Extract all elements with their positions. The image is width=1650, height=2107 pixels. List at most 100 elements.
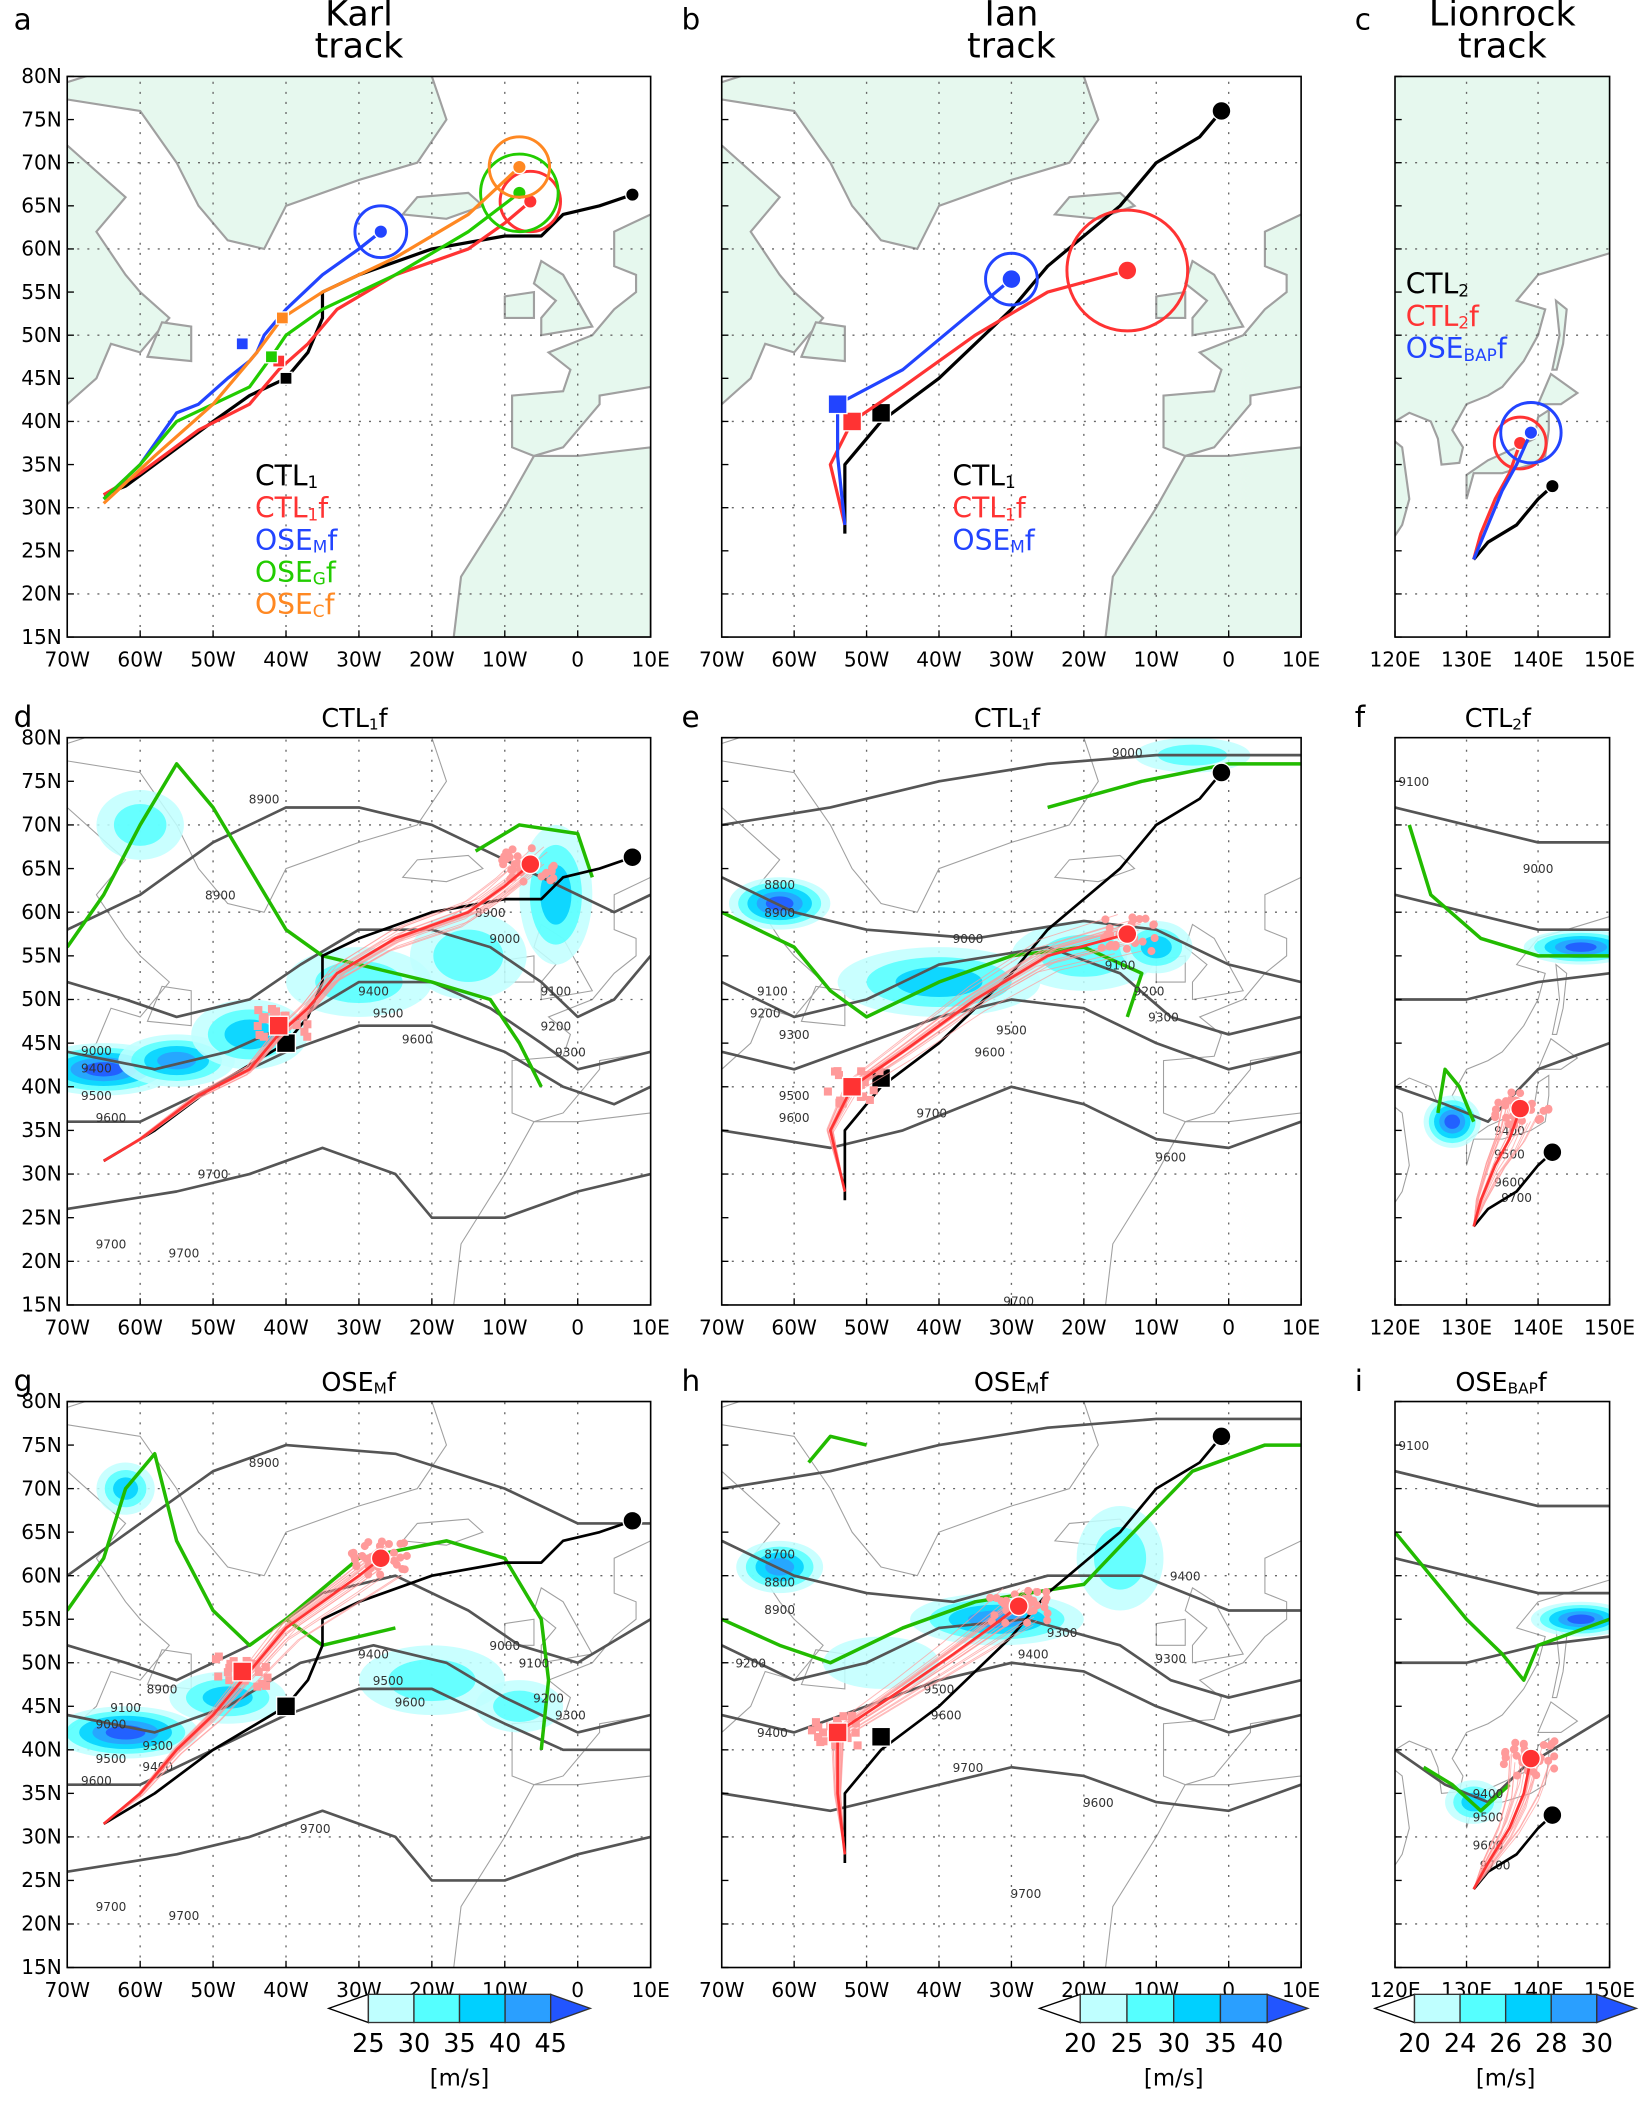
- lon-tick-label: 0: [1222, 648, 1235, 672]
- lat-tick-label: 25N: [21, 1868, 62, 1892]
- ensemble-final-marker: [400, 1565, 409, 1574]
- ensemble-initial-marker: [259, 1032, 268, 1041]
- panel-subtitle: CTL1f: [974, 704, 1041, 734]
- final-position-marker: [1510, 1098, 1531, 1119]
- panel-subtitle: OSEMf: [321, 1368, 396, 1398]
- contour-label: 9300: [555, 1046, 586, 1060]
- coastline: [1537, 1701, 1579, 1733]
- ensemble-final-marker: [1042, 1587, 1051, 1597]
- final-position-marker: [1117, 260, 1138, 281]
- lon-tick-label: 0: [1222, 1315, 1235, 1339]
- contour-label: 9100: [110, 1701, 141, 1715]
- track-line: [103, 193, 633, 497]
- height-contour: [67, 1644, 651, 1734]
- ensemble-initial-marker: [814, 1723, 823, 1732]
- label-subscript: C: [313, 601, 325, 621]
- label-main: OSE: [255, 588, 313, 621]
- ensemble-initial-marker: [823, 1087, 832, 1096]
- label-suffix: f: [1031, 704, 1041, 734]
- label-suffix: f: [1538, 1368, 1548, 1398]
- ensemble-final-marker: [1023, 1618, 1032, 1627]
- contour-label: 9600: [931, 1709, 962, 1723]
- lon-tick-label: 150E: [1584, 648, 1635, 672]
- lat-tick-label: 35N: [21, 1781, 62, 1805]
- pv-contour: [721, 910, 1144, 1019]
- legend-entry: CTL2: [1406, 268, 1469, 301]
- coastline: [1465, 408, 1550, 500]
- colorbar-tick-label: 25: [352, 2029, 384, 2059]
- lon-tick-label: 60W: [117, 1315, 163, 1339]
- ensemble-member-track: [832, 1622, 1005, 1855]
- lat-tick-label: 80N: [21, 725, 62, 749]
- contour-label: 9600: [1155, 1150, 1186, 1164]
- panel-title: track: [967, 27, 1057, 67]
- lon-tick-label: 40W: [916, 648, 962, 672]
- ensemble-final-marker: [1135, 914, 1144, 924]
- lon-tick-label: 60W: [771, 1315, 817, 1339]
- ensemble-initial-marker: [869, 1086, 878, 1095]
- legend-entry: CTL1: [255, 460, 318, 493]
- ensemble-initial-marker: [254, 1006, 263, 1015]
- coastline: [1104, 446, 1302, 638]
- contour-label: 9200: [1134, 984, 1165, 998]
- ensemble-final-marker: [1024, 1586, 1033, 1595]
- final-position-marker: [1542, 1142, 1563, 1163]
- height-contour: [67, 1024, 651, 1124]
- coastline: [453, 1775, 651, 1968]
- final-position-marker: [1523, 425, 1539, 441]
- final-position-marker: [1211, 1426, 1232, 1447]
- colorbar-bin: [1413, 1993, 1461, 2024]
- panel-letter: f: [1355, 700, 1366, 734]
- map-area: [1395, 76, 1610, 638]
- final-position-marker: [520, 854, 541, 875]
- coastline: [721, 1401, 1099, 1577]
- ensemble-final-marker: [986, 1593, 995, 1602]
- ensemble-member-track: [103, 848, 532, 1162]
- lon-tick-label: 70W: [44, 648, 90, 672]
- colorbar-unit: [m/s]: [1476, 2066, 1536, 2092]
- contour-label: 9100: [1105, 958, 1136, 972]
- colorbar-high-arrow: [549, 1993, 593, 2024]
- label-main: OSE: [1455, 1368, 1507, 1398]
- map-area: 8900 8900 9000 9100 9200 9300 9400 9500 9600 9700…: [67, 1401, 651, 1968]
- final-position-marker: [1001, 269, 1022, 290]
- contour-label: 9700: [96, 1238, 127, 1252]
- lon-tick-label: 30W: [989, 648, 1035, 672]
- pv-contour: [1407, 824, 1610, 958]
- coastline: [533, 1587, 594, 1664]
- colorbar-tick-label: 28: [1535, 2029, 1567, 2059]
- label-suffix: f: [1469, 300, 1480, 333]
- contour-label: 9700: [198, 1168, 229, 1182]
- wind-speed-shading: [823, 1636, 940, 1689]
- ensemble-final-marker: [1501, 1101, 1510, 1110]
- colorbar-bin: [504, 1993, 552, 2024]
- position-error-circle: [1499, 400, 1563, 465]
- ensemble-initial-marker: [832, 1716, 842, 1725]
- panel-letter: c: [1355, 3, 1371, 37]
- coastline: [452, 446, 651, 638]
- ensemble-final-marker: [1097, 943, 1106, 952]
- contour-label: 9400: [358, 1648, 389, 1662]
- coastline: [532, 259, 594, 337]
- ensemble-final-marker: [1536, 1114, 1545, 1123]
- contour-label: 9100: [540, 984, 571, 998]
- ensemble-initial-marker: [292, 1021, 301, 1030]
- pv-contour: [1395, 1531, 1610, 1682]
- position-error-circle: [353, 204, 409, 260]
- wind-speed-shading: [765, 896, 794, 911]
- contour-label: 9200: [540, 1019, 571, 1033]
- lat-tick-label: 65N: [21, 1520, 62, 1544]
- final-position-marker: [625, 187, 640, 202]
- label-main: OSE: [1406, 332, 1464, 365]
- label-suffix: f: [326, 556, 337, 589]
- lon-tick-label: 70W: [44, 1978, 90, 2002]
- contour-label: 8700: [764, 1548, 795, 1562]
- coastline: [67, 1401, 448, 1577]
- lon-tick-label: 60W: [117, 1978, 163, 2002]
- ensemble-final-marker: [389, 1548, 398, 1557]
- lat-tick-label: 15N: [21, 1293, 62, 1317]
- panel-frame: [720, 736, 1302, 1306]
- lat-tick-label: 60N: [21, 1563, 62, 1587]
- ensemble-final-marker: [1516, 1089, 1525, 1098]
